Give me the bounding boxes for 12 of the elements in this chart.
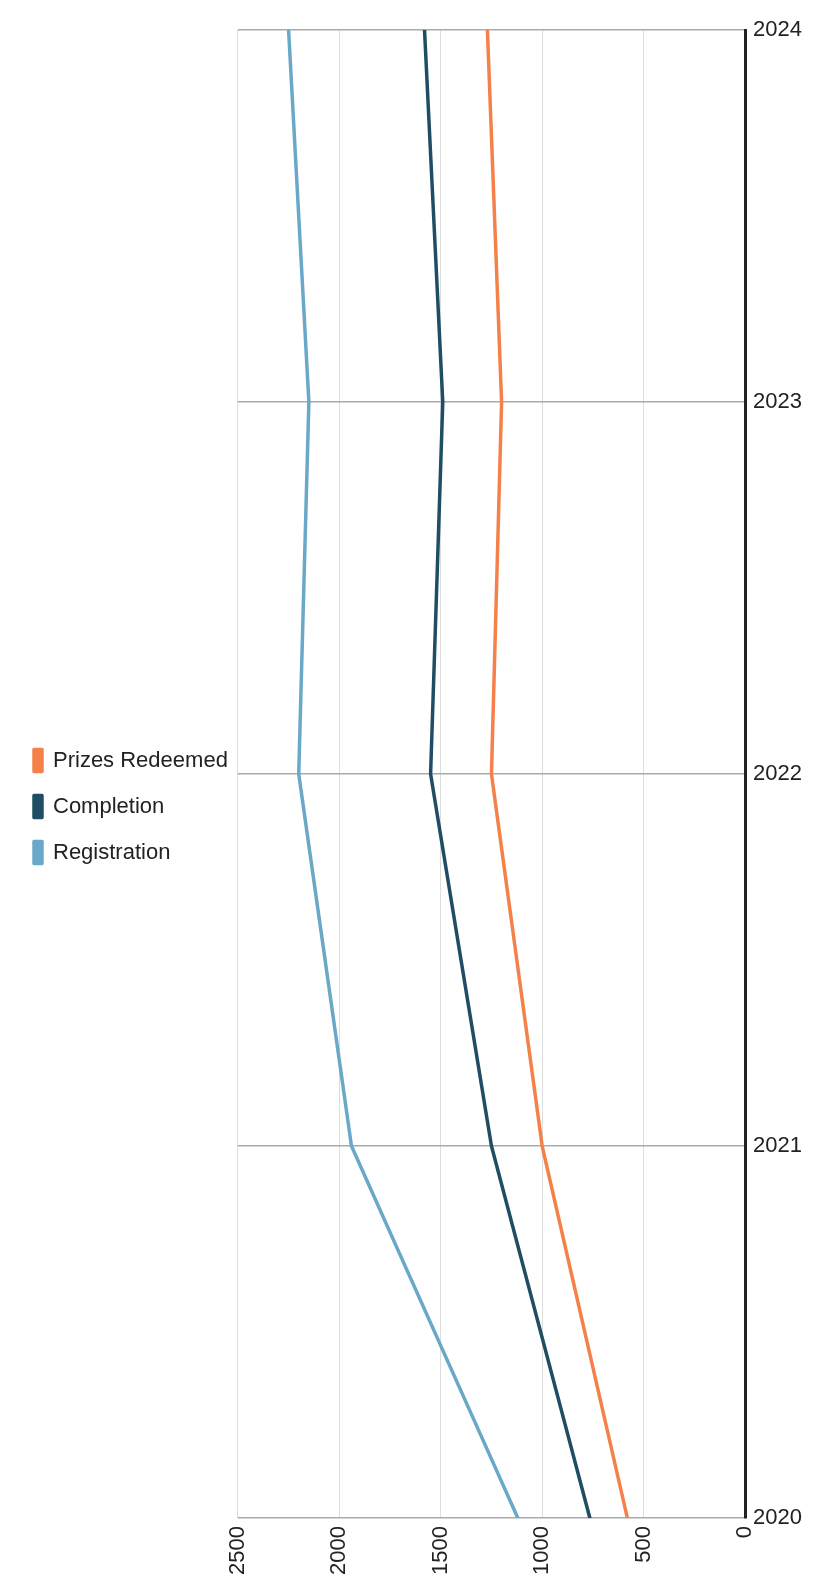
x-tick-label: 500 — [629, 1526, 655, 1563]
legend-label: Registration — [53, 838, 171, 864]
y-tick-label: 2022 — [753, 760, 803, 786]
x-tick-label: 2500 — [223, 1526, 249, 1576]
y-tick-label: 2021 — [753, 1132, 803, 1158]
x-tick-label: 1000 — [528, 1526, 554, 1576]
x-tick-label: 2000 — [325, 1526, 351, 1576]
legend-label: Prizes Redeemed — [53, 746, 228, 772]
x-tick-label: 1500 — [426, 1526, 452, 1576]
legend-label: Completion — [53, 792, 165, 818]
y-tick-label: 2024 — [753, 16, 803, 42]
y-tick-label: 2023 — [753, 388, 803, 414]
